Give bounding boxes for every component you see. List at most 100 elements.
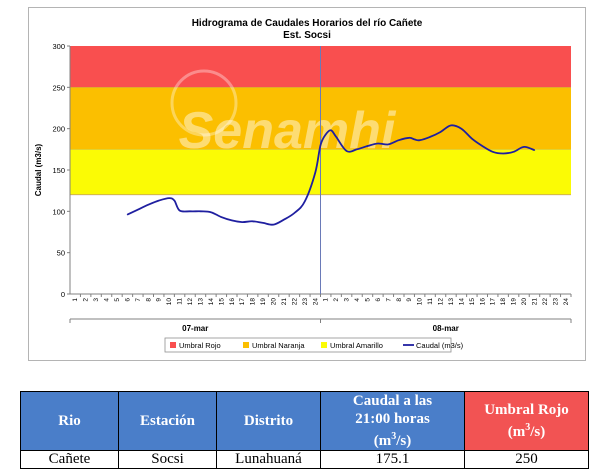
y-tick-label-50: 50 bbox=[57, 249, 65, 258]
x-tick-label-1-12: 12 bbox=[187, 298, 194, 306]
data-point bbox=[460, 128, 463, 130]
x-tick-label-1-21: 21 bbox=[281, 298, 288, 306]
x-tick-label-1-1: 1 bbox=[72, 298, 79, 302]
chart-title: Hidrograma de Caudales Horarios del río … bbox=[192, 18, 423, 29]
x-tick-label-1-6: 6 bbox=[124, 298, 131, 302]
x-tick-label-2-13: 13 bbox=[448, 298, 455, 306]
x-tick-label-2-4: 4 bbox=[354, 298, 361, 302]
table-row: Cañete Socsi Lunahuaná 175.1 250 bbox=[20, 450, 589, 469]
day-label-08-mar: 08-mar bbox=[433, 324, 459, 333]
x-tick-label-2-1: 1 bbox=[323, 298, 330, 302]
data-point bbox=[314, 171, 316, 174]
data-point bbox=[398, 139, 400, 141]
data-point bbox=[387, 143, 389, 145]
data-point bbox=[481, 145, 483, 147]
data-point bbox=[319, 144, 322, 146]
data-point bbox=[502, 152, 504, 155]
data-point bbox=[419, 139, 421, 141]
data-point bbox=[366, 145, 369, 147]
data-point bbox=[189, 210, 191, 212]
data-point bbox=[533, 149, 536, 151]
x-tick-label-2-18: 18 bbox=[500, 298, 507, 306]
cell-rio: Cañete bbox=[20, 450, 119, 469]
data-point bbox=[325, 133, 327, 136]
x-tick-label-1-5: 5 bbox=[114, 298, 121, 302]
y-tick-label-100: 100 bbox=[52, 207, 65, 216]
data-point bbox=[523, 146, 525, 148]
data-point bbox=[147, 204, 149, 206]
x-tick-label-2-24: 24 bbox=[563, 298, 570, 306]
data-point bbox=[413, 138, 416, 141]
data-point bbox=[231, 219, 233, 222]
data-point bbox=[335, 136, 337, 138]
data-point bbox=[168, 197, 170, 199]
series-line-caudal bbox=[127, 124, 535, 226]
station-table: Rio Estación Distrito Caudal a las 21:00 … bbox=[20, 391, 589, 469]
cell-estacion: Socsi bbox=[118, 450, 217, 469]
x-tick-label-2-3: 3 bbox=[344, 298, 351, 302]
data-point bbox=[252, 220, 254, 222]
data-point bbox=[450, 124, 452, 126]
chart-container: Hidrograma de Caudales Horarios del río … bbox=[28, 7, 586, 361]
data-point bbox=[178, 209, 181, 212]
data-point bbox=[345, 150, 348, 152]
x-tick-label-2-6: 6 bbox=[375, 298, 382, 302]
x-tick-label-1-19: 19 bbox=[260, 298, 267, 306]
x-tick-label-2-11: 11 bbox=[427, 298, 434, 305]
x-tick-label-2-14: 14 bbox=[458, 298, 465, 306]
x-tick-label-2-15: 15 bbox=[469, 298, 476, 306]
y-tick-label-300: 300 bbox=[52, 42, 65, 51]
x-tick-label-2-19: 19 bbox=[511, 298, 518, 306]
x-tick-label-1-23: 23 bbox=[302, 298, 309, 306]
data-point bbox=[356, 148, 358, 150]
data-point bbox=[283, 219, 285, 221]
data-point bbox=[272, 223, 275, 226]
header-caudal: Caudal a las 21:00 horas (m3/s) bbox=[320, 391, 465, 451]
x-tick-label-1-11: 11 bbox=[177, 298, 184, 305]
x-tick-label-2-9: 9 bbox=[406, 298, 413, 302]
data-point bbox=[377, 142, 379, 145]
x-tick-label-1-2: 2 bbox=[83, 298, 90, 302]
data-point bbox=[220, 216, 222, 218]
header-rio: Rio bbox=[20, 391, 119, 451]
hydrograph-chart: Hidrograma de Caudales Horarios del río … bbox=[34, 18, 572, 353]
data-point bbox=[210, 211, 212, 213]
header-umbral-rojo: Umbral Rojo (m3/s) bbox=[464, 391, 589, 451]
legend-swatch-umbral-rojo bbox=[170, 342, 176, 348]
x-tick-label-2-10: 10 bbox=[417, 298, 424, 306]
x-tick-label-1-10: 10 bbox=[166, 298, 173, 306]
x-tick-label-1-24: 24 bbox=[312, 298, 319, 306]
legend-label-umbral-rojo: Umbral Rojo bbox=[179, 341, 221, 350]
data-point bbox=[173, 199, 175, 202]
data-point bbox=[492, 151, 494, 153]
data-point bbox=[199, 210, 202, 212]
data-point bbox=[439, 131, 442, 133]
legend-swatch-umbral-amarillo bbox=[321, 342, 327, 348]
data-point bbox=[137, 209, 139, 211]
x-tick-label-2-8: 8 bbox=[396, 298, 403, 302]
x-tick-label-1-7: 7 bbox=[135, 298, 142, 302]
x-tick-label-1-14: 14 bbox=[208, 298, 215, 306]
x-tick-label-2-12: 12 bbox=[438, 298, 445, 306]
data-point bbox=[429, 136, 431, 138]
x-tick-label-1-13: 13 bbox=[197, 298, 204, 306]
y-tick-label-0: 0 bbox=[61, 290, 65, 299]
data-point bbox=[158, 199, 160, 202]
chart-subtitle: Est. Socsi bbox=[283, 30, 331, 41]
y-tick-label-250: 250 bbox=[52, 83, 65, 92]
data-point bbox=[262, 222, 264, 224]
data-point bbox=[471, 137, 473, 140]
watermark-sun-icon bbox=[170, 69, 238, 137]
x-tick-label-1-18: 18 bbox=[250, 298, 257, 306]
x-tick-label-2-21: 21 bbox=[531, 298, 538, 306]
legend-box bbox=[164, 337, 452, 353]
data-point bbox=[330, 129, 332, 131]
data-point bbox=[293, 212, 296, 214]
x-tick-label-2-20: 20 bbox=[521, 298, 528, 306]
x-tick-label-2-23: 23 bbox=[552, 298, 559, 306]
data-point bbox=[241, 221, 243, 223]
data-point bbox=[304, 200, 306, 203]
header-estacion: Estación bbox=[118, 391, 217, 451]
x-tick-label-2-7: 7 bbox=[385, 298, 392, 302]
x-tick-label-1-20: 20 bbox=[271, 298, 278, 306]
